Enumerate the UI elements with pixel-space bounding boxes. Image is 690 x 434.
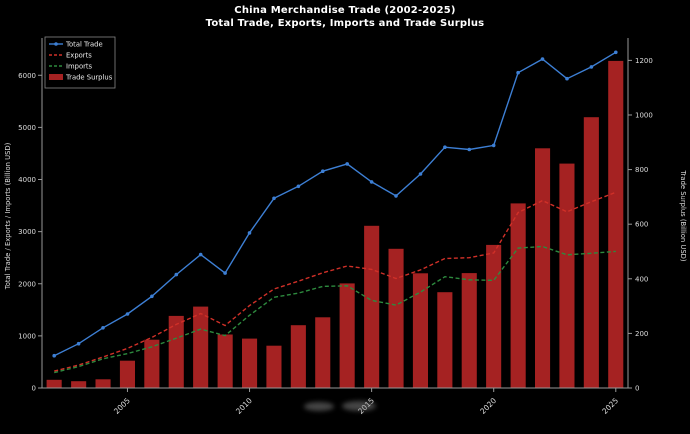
legend-label: Exports [66,52,92,60]
total-trade-marker [467,147,472,152]
surplus-bar [412,273,428,388]
total-trade-marker [321,169,325,173]
total-trade-marker [418,172,423,176]
surplus-bar [461,273,477,388]
legend-label: Imports [66,63,93,71]
total-trade-marker [540,57,545,61]
total-trade-marker [272,196,276,201]
surplus-bar [510,203,526,388]
total-trade-marker [491,143,496,148]
x-tick-label: 2010 [234,396,254,416]
surplus-bar [266,345,282,388]
total-trade-marker [443,145,447,149]
surplus-bar [168,315,184,388]
surplus-bar [290,325,306,388]
surplus-bar [583,117,599,388]
right-tick-label: 600 [635,221,648,229]
surplus-bar [339,283,355,388]
total-trade-marker [76,341,81,346]
total-trade-marker [101,326,105,330]
legend-item-trade-surplus: Trade Surplus [49,74,113,82]
surplus-bar [437,292,453,388]
total-trade-marker [565,76,569,81]
left-tick-label: 1000 [18,332,36,340]
exports-line [54,191,617,372]
left-tick-label: 2000 [18,280,36,288]
total-trade-marker [52,353,56,358]
surplus-bar [559,163,575,388]
left-tick-label: 0 [32,385,36,393]
legend-item-imports: Imports [49,63,93,71]
right-tick-label: 1200 [635,57,653,65]
right-tick-label: 400 [635,275,648,283]
x-tick-label: 2025 [600,396,620,416]
total-trade-marker [247,231,252,235]
legend-marker [54,42,58,46]
legend: Total Trade Exports Imports Trade Surplus [44,36,116,89]
total-trade-marker [516,70,520,75]
right-tick-label: 800 [635,166,648,174]
total-trade-marker [174,272,179,277]
surplus-bar [95,379,111,388]
right-axis-title: Trade Surplus (Billion USD) [679,169,687,261]
left-tick-label: 3000 [18,228,36,236]
surplus-bar [486,244,502,388]
right-tick-label: 1000 [635,111,653,119]
surplus-bar [388,248,404,388]
surplus-bar [46,379,62,388]
total-trade-marker [345,162,350,166]
total-trade-marker [589,65,594,69]
chart-title: China Merchandise Trade (2002-2025) [234,5,456,16]
surplus-bar [242,338,258,388]
chart-titles: China Merchandise Trade (2002-2025) Tota… [0,4,690,30]
legend-label: Total Trade [65,41,103,49]
total-trade-marker [296,184,301,189]
legend-swatch [49,74,63,80]
surplus-bar [144,339,160,388]
surplus-bar [119,360,135,388]
chart-subtitle: Total Trade, Exports, Imports and Trade … [205,18,485,29]
imports-line [54,245,616,374]
surplus-bar [315,317,331,388]
right-tick-label: 200 [635,330,648,338]
total-trade-marker [125,312,130,316]
left-tick-label: 5000 [18,124,36,132]
left-tick-label: 6000 [18,72,36,80]
total-trade-marker [614,50,618,55]
x-tick-label: 2020 [478,396,498,416]
surplus-bar [217,334,233,388]
total-trade-marker [198,252,203,257]
surplus-bar [608,60,624,389]
x-tick-label: 2015 [356,396,376,416]
total-trade-marker [394,194,398,198]
surplus-bar [364,225,380,388]
right-tick-label: 0 [635,385,639,393]
left-tick-label: 4000 [18,176,36,184]
left-axis-title: Total Trade / Exports / Imports (Billion… [4,142,12,290]
total-trade-line [53,51,617,357]
surplus-bar [535,148,551,388]
total-trade-marker [223,271,227,275]
total-trade-marker [369,180,374,184]
x-tick-label: 2005 [112,396,132,416]
legend-item-total-trade: Total Trade [49,41,103,49]
legend-item-exports: Exports [49,52,92,60]
surplus-bar [193,306,209,388]
surplus-bar [71,381,87,388]
legend-label: Trade Surplus [65,74,113,82]
total-trade-marker [150,294,154,299]
